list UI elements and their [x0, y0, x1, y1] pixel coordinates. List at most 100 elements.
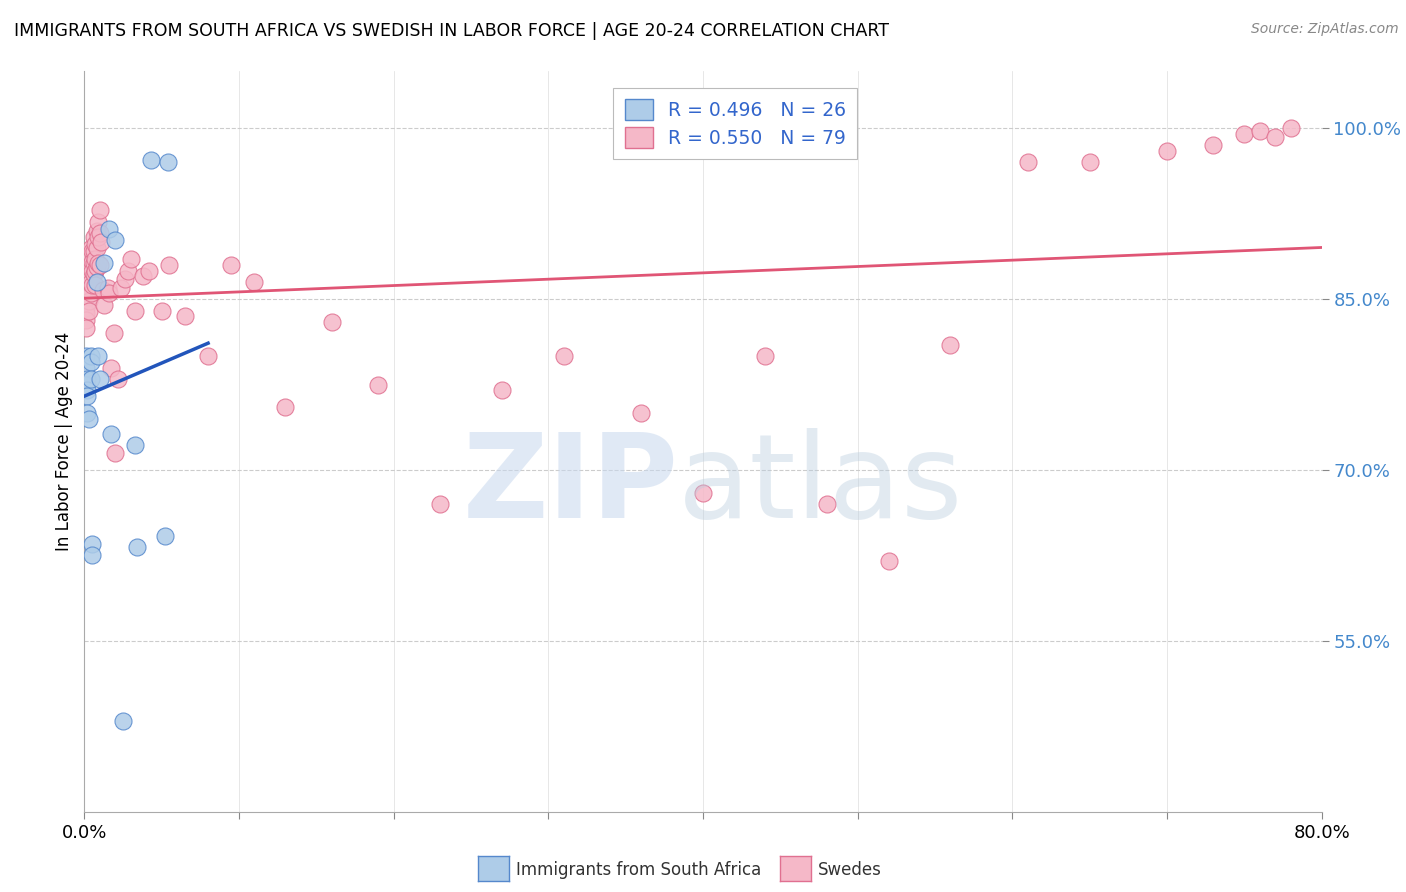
Point — [76, 389, 98, 403]
Point — [103, 326, 125, 341]
Point — [75, 320, 97, 334]
Point — [321, 315, 343, 329]
Point — [84, 263, 107, 277]
Point — [75, 301, 97, 316]
Legend: R = 0.496   N = 26, R = 0.550   N = 79: R = 0.496 N = 26, R = 0.550 N = 79 — [613, 88, 858, 159]
Point — [82, 537, 104, 551]
Point — [86, 224, 108, 238]
Point — [754, 349, 776, 363]
Point — [82, 244, 104, 259]
Point — [89, 372, 111, 386]
Point — [83, 267, 105, 281]
Point — [90, 235, 112, 250]
Point — [87, 256, 110, 270]
Point — [124, 303, 146, 318]
Text: Source: ZipAtlas.com: Source: ZipAtlas.com — [1251, 22, 1399, 37]
Text: IMMIGRANTS FROM SOUTH AFRICA VS SWEDISH IN LABOR FORCE | AGE 20-24 CORRELATION C: IMMIGRANTS FROM SOUTH AFRICA VS SWEDISH … — [14, 22, 889, 40]
Point — [76, 384, 98, 398]
Point — [98, 221, 121, 235]
Point — [77, 303, 100, 318]
Point — [82, 263, 104, 277]
Point — [219, 258, 242, 272]
Point — [367, 377, 389, 392]
Point — [117, 263, 139, 277]
Point — [93, 256, 115, 270]
Point — [93, 298, 115, 312]
Point — [139, 153, 162, 168]
Point — [79, 275, 101, 289]
Point — [75, 377, 97, 392]
Point — [79, 249, 101, 263]
Point — [553, 349, 575, 363]
Point — [156, 155, 179, 169]
Point — [84, 252, 107, 267]
Point — [120, 252, 142, 267]
Point — [96, 281, 118, 295]
Point — [79, 372, 101, 386]
Point — [82, 254, 104, 268]
Point — [112, 714, 135, 728]
Point — [87, 229, 110, 244]
Point — [98, 286, 121, 301]
Point — [100, 360, 122, 375]
Point — [1279, 121, 1302, 136]
Point — [1233, 127, 1256, 141]
Y-axis label: In Labor Force | Age 20-24: In Labor Force | Age 20-24 — [55, 332, 73, 551]
Point — [274, 401, 297, 415]
Point — [159, 258, 180, 272]
Point — [877, 554, 900, 568]
Point — [132, 269, 155, 284]
Point — [79, 355, 101, 369]
Point — [75, 349, 97, 363]
Point — [1078, 155, 1101, 169]
Point — [89, 258, 111, 272]
Point — [79, 286, 101, 301]
Point — [86, 241, 108, 255]
Text: atlas: atlas — [678, 428, 963, 543]
Point — [1249, 123, 1271, 137]
Point — [83, 256, 105, 270]
Point — [82, 278, 104, 293]
Point — [630, 406, 652, 420]
Point — [77, 271, 100, 285]
Point — [107, 372, 129, 386]
Point — [84, 278, 107, 293]
Point — [77, 283, 100, 297]
Point — [79, 241, 101, 255]
Point — [89, 226, 111, 240]
Point — [174, 310, 197, 324]
Point — [815, 497, 838, 511]
Point — [1017, 155, 1039, 169]
Point — [429, 497, 451, 511]
Point — [75, 312, 97, 326]
Point — [243, 275, 266, 289]
Point — [75, 306, 97, 320]
Point — [692, 485, 714, 500]
Point — [491, 384, 513, 398]
Point — [104, 233, 127, 247]
Point — [86, 275, 108, 289]
Point — [86, 260, 108, 275]
Point — [153, 529, 176, 543]
Point — [76, 269, 98, 284]
Point — [114, 271, 136, 285]
Point — [89, 203, 111, 218]
Point — [100, 426, 122, 441]
Point — [110, 281, 132, 295]
Point — [77, 411, 100, 425]
Point — [76, 372, 98, 386]
Point — [197, 349, 219, 363]
Point — [83, 244, 105, 259]
Point — [939, 337, 962, 351]
Point — [77, 294, 100, 309]
Point — [82, 549, 104, 563]
Point — [87, 349, 110, 363]
Text: Swedes: Swedes — [818, 861, 882, 879]
Text: ZIP: ZIP — [463, 428, 678, 543]
Point — [79, 349, 101, 363]
Point — [104, 446, 127, 460]
Point — [84, 237, 107, 252]
Point — [83, 229, 105, 244]
Point — [124, 438, 146, 452]
Point — [1264, 130, 1286, 145]
